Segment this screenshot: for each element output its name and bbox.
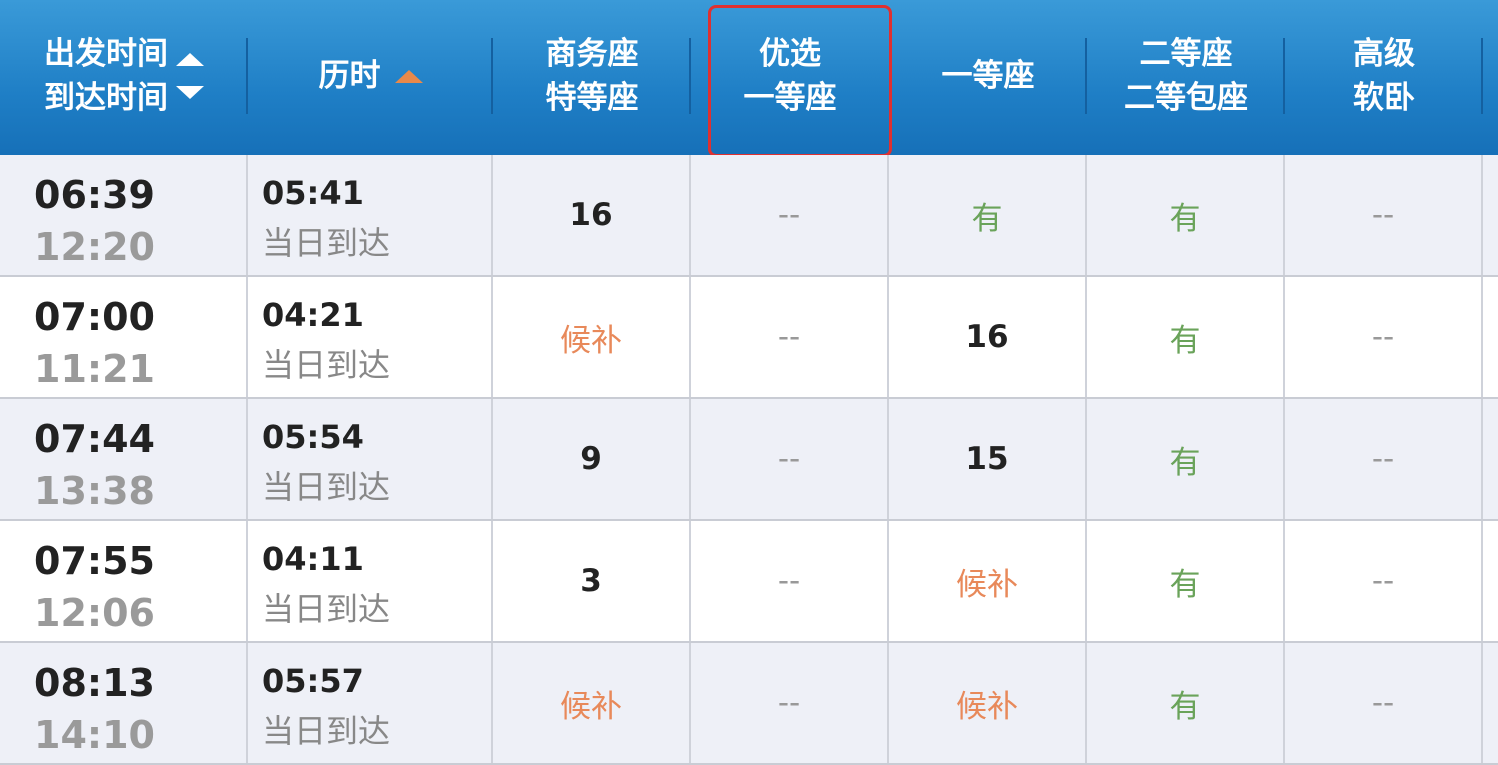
arrival-day: 当日到达 — [262, 590, 391, 628]
arrival-day: 当日到达 — [262, 224, 391, 262]
seat-availability[interactable]: 15 — [889, 399, 1087, 519]
arrival-day: 当日到达 — [262, 712, 391, 750]
seat-availability[interactable]: 有 — [889, 155, 1087, 275]
arrive-time: 14:10 — [34, 713, 155, 757]
seat-availability: -- — [1285, 277, 1483, 397]
seat-availability[interactable]: 有 — [1087, 643, 1285, 763]
header-line: 优选 — [759, 36, 821, 72]
depart-time-label: 出发时间 — [44, 36, 168, 72]
duration-cell: 05:41 当日到达 — [248, 155, 493, 275]
seat-availability[interactable]: 候补 — [493, 277, 691, 397]
header-line: 一等座 — [743, 80, 837, 116]
seat-availability: -- — [691, 277, 889, 397]
train-row[interactable]: 07:00 11:21 04:21 当日到达 候补 -- 16 有 -- — [0, 277, 1498, 399]
arrive-time-label: 到达时间 — [44, 80, 168, 116]
arrive-time: 11:21 — [34, 347, 155, 391]
train-row[interactable]: 06:39 12:20 05:41 当日到达 16 -- 有有 -- — [0, 155, 1498, 277]
depart-time: 08:13 — [34, 661, 155, 705]
depart-time: 07:55 — [34, 539, 155, 583]
header-line: 二等包座 — [1124, 80, 1248, 116]
seat-availability[interactable]: 候补 — [889, 521, 1087, 641]
duration-label: 历时 — [318, 58, 381, 94]
header-line: 一等座 — [941, 58, 1035, 94]
sort-up-active-icon[interactable] — [394, 69, 423, 83]
seat-availability: -- — [1285, 155, 1483, 275]
header-divider — [1085, 38, 1087, 114]
seat-availability[interactable]: 有 — [1087, 521, 1285, 641]
depart-time: 06:39 — [34, 173, 155, 217]
header-line: 特等座 — [545, 80, 639, 116]
seat-availability: -- — [691, 521, 889, 641]
duration: 05:57 — [262, 662, 364, 700]
header-premium-first-seat: 优选 一等座 — [691, 36, 889, 116]
duration: 05:54 — [262, 418, 364, 456]
depart-time: 07:44 — [34, 417, 155, 461]
header-first-seat: 一等座 — [889, 38, 1087, 114]
arrival-day: 当日到达 — [262, 468, 391, 506]
seat-availability[interactable]: 有 — [1087, 155, 1285, 275]
seat-availability[interactable]: 候补 — [493, 643, 691, 763]
duration: 04:21 — [262, 296, 364, 334]
time-cell: 08:13 14:10 — [0, 643, 248, 763]
sort-down-icon[interactable] — [176, 86, 204, 99]
header-business-seat: 商务座 特等座 — [493, 36, 691, 116]
seat-availability[interactable]: 有 — [1087, 277, 1285, 397]
duration-cell: 04:21 当日到达 — [248, 277, 493, 397]
arrival-day: 当日到达 — [262, 346, 391, 384]
sort-up-icon[interactable] — [176, 53, 204, 66]
time-cell: 06:39 12:20 — [0, 155, 248, 275]
duration-cell: 04:11 当日到达 — [248, 521, 493, 641]
seat-availability: -- — [691, 155, 889, 275]
highlight-box — [708, 5, 892, 157]
header-divider — [689, 38, 691, 114]
seat-availability: -- — [1285, 399, 1483, 519]
duration: 05:41 — [262, 174, 364, 212]
duration: 04:11 — [262, 540, 364, 578]
header-divider — [1481, 38, 1483, 114]
seat-availability[interactable]: 16 — [889, 277, 1087, 397]
train-row[interactable]: 07:44 13:38 05:54 当日到达 9 -- 15 有 -- — [0, 399, 1498, 521]
seat-availability[interactable]: 3 — [493, 521, 691, 641]
depart-time: 07:00 — [34, 295, 155, 339]
header-deluxe-sleeper: 高级 软卧 — [1285, 36, 1483, 116]
train-row[interactable]: 08:13 14:10 05:57 当日到达 候补 -- 候补有 -- — [0, 643, 1498, 765]
header-line: 高级 — [1353, 36, 1415, 72]
header-line: 商务座 — [545, 36, 639, 72]
arrive-time: 12:20 — [34, 225, 155, 269]
time-cell: 07:44 13:38 — [0, 399, 248, 519]
duration-cell: 05:57 当日到达 — [248, 643, 493, 763]
time-cell: 07:00 11:21 — [0, 277, 248, 397]
header-divider — [1283, 38, 1285, 114]
seat-availability[interactable]: 有 — [1087, 399, 1285, 519]
duration-cell: 05:54 当日到达 — [248, 399, 493, 519]
time-cell: 07:55 12:06 — [0, 521, 248, 641]
seat-availability: -- — [1285, 521, 1483, 641]
table-header: 出发时间到达时间 历时 商务座特等座 优选一等座 一等座 二等座二等包座 高级软… — [0, 0, 1498, 155]
header-line: 二等座 — [1139, 36, 1233, 72]
seat-availability: -- — [691, 643, 889, 763]
header-line: 软卧 — [1353, 80, 1415, 116]
sort-depart-arrive-header[interactable]: 出发时间 到达时间 — [0, 36, 248, 116]
header-divider — [491, 38, 493, 114]
seat-availability: -- — [1285, 643, 1483, 763]
header-divider — [246, 38, 248, 114]
seat-availability[interactable]: 16 — [493, 155, 691, 275]
seat-availability[interactable]: 候补 — [889, 643, 1087, 763]
seat-availability: -- — [691, 399, 889, 519]
seat-availability[interactable]: 9 — [493, 399, 691, 519]
train-row[interactable]: 07:55 12:06 04:11 当日到达 3 -- 候补有 -- — [0, 521, 1498, 643]
arrive-time: 12:06 — [34, 591, 155, 635]
header-second-seat: 二等座 二等包座 — [1087, 36, 1285, 116]
sort-duration-header[interactable]: 历时 — [248, 38, 493, 114]
arrive-time: 13:38 — [34, 469, 155, 513]
